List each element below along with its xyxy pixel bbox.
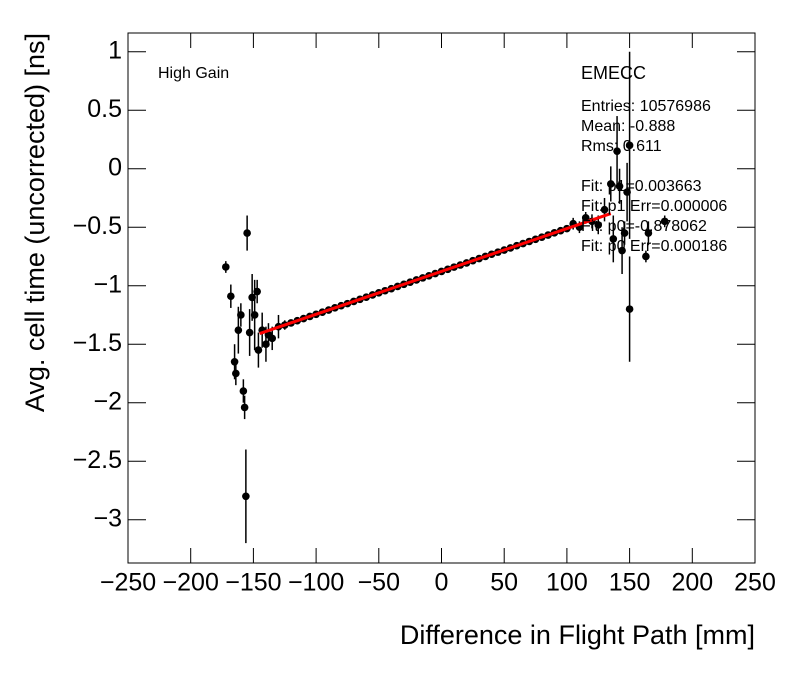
x-tick-label: −100 xyxy=(288,569,344,597)
stats-text: Fit: p1 Err=0.000006 xyxy=(581,198,727,215)
data-point xyxy=(618,246,626,255)
stats-text: Rms: 0.611 xyxy=(581,138,662,155)
x-tick-label: −200 xyxy=(163,569,219,597)
y-tick-label: 1 xyxy=(108,36,122,64)
data-point xyxy=(625,141,634,150)
data-point xyxy=(606,180,615,188)
y-tick-label: 0.5 xyxy=(87,95,122,123)
data-point xyxy=(642,252,650,261)
data-point xyxy=(227,292,235,301)
y-tick-label: −0.5 xyxy=(73,212,122,240)
data-point xyxy=(234,326,243,334)
x-tick-label: 200 xyxy=(671,569,713,597)
annotation: High Gain xyxy=(158,65,229,82)
fit-line xyxy=(259,212,612,335)
data-point xyxy=(600,205,609,214)
x-tick-label: −250 xyxy=(100,569,156,597)
data-point xyxy=(581,214,590,222)
x-axis-title: Difference in Flight Path [mm] xyxy=(400,620,755,650)
x-tick-label: 150 xyxy=(609,569,651,597)
data-point xyxy=(615,182,624,191)
data-point xyxy=(240,403,249,412)
y-tick-label: −1.5 xyxy=(73,329,122,357)
x-tick-label: −50 xyxy=(358,569,400,597)
stats-text: Mean: -0.888 xyxy=(581,118,675,135)
data-point xyxy=(230,357,239,366)
data-point xyxy=(245,328,254,337)
y-tick-label: −3 xyxy=(93,504,122,532)
stats-text: Entries: 10576986 xyxy=(581,98,711,115)
y-tick-label: 0 xyxy=(108,153,122,181)
data-point xyxy=(237,311,245,319)
data-point xyxy=(660,217,669,226)
data-point xyxy=(254,346,263,354)
stats-text: Fit: p1=0.003663 xyxy=(581,178,702,195)
stats-text: EMECC xyxy=(581,63,646,83)
data-point xyxy=(594,221,603,229)
data-point xyxy=(239,387,248,395)
stats-text: Fit: p0=-0.878062 xyxy=(581,218,707,235)
x-tick-label: 50 xyxy=(490,569,518,597)
y-axis-title: Avg. cell time (uncorrected) [ns] xyxy=(20,33,50,412)
data-point xyxy=(625,305,634,313)
data-point xyxy=(644,229,653,237)
data-point xyxy=(243,229,251,237)
data-point xyxy=(253,287,261,296)
y-tick-label: −1 xyxy=(93,270,122,298)
data-point xyxy=(232,369,240,378)
x-tick-label: 0 xyxy=(435,569,449,597)
y-tick-label: −2.5 xyxy=(73,446,122,474)
data-point xyxy=(613,147,621,155)
data-point xyxy=(222,263,230,271)
data-point xyxy=(620,229,629,237)
stats-text: Fit: p0 Err=0.000186 xyxy=(581,238,727,255)
x-tick-label: 100 xyxy=(546,569,588,597)
x-tick-label: 250 xyxy=(734,569,776,597)
y-tick-label: −2 xyxy=(93,387,122,415)
data-point xyxy=(242,492,250,501)
data-point xyxy=(250,311,259,319)
data-point xyxy=(609,235,618,243)
x-tick-label: −150 xyxy=(225,569,281,597)
data-point xyxy=(268,334,277,343)
